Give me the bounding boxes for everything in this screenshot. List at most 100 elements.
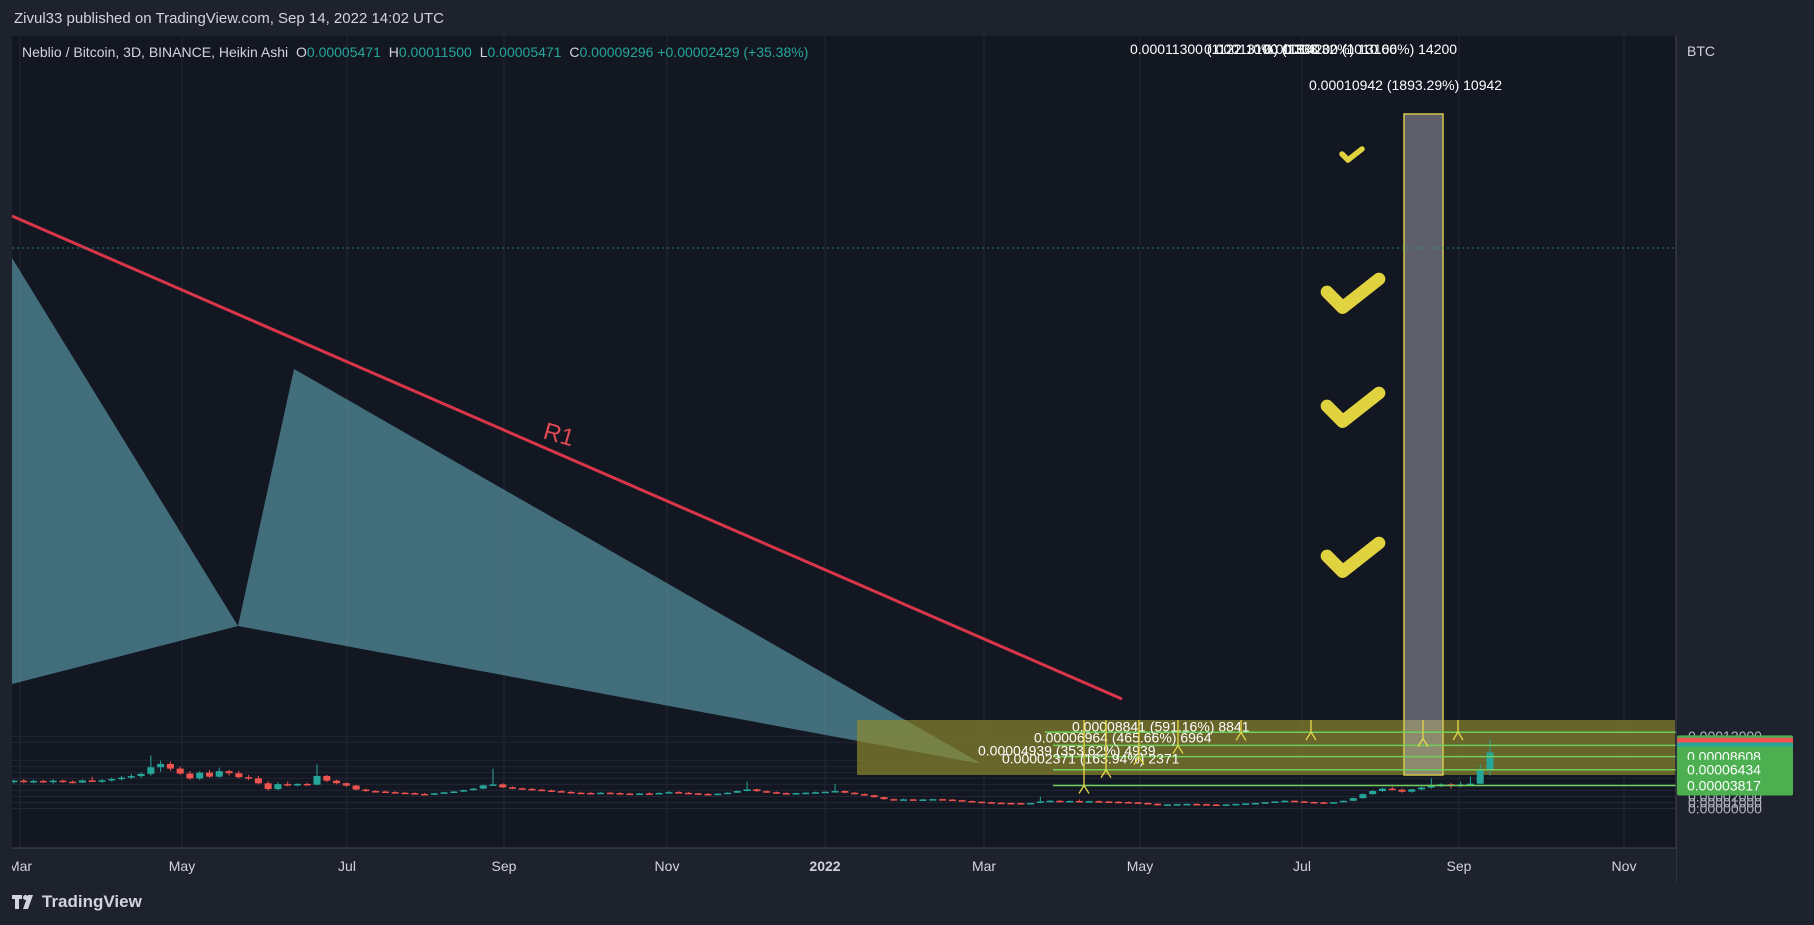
axis-currency-label: BTC — [1687, 43, 1715, 59]
candle-body — [39, 780, 47, 783]
candle-body — [333, 780, 341, 784]
measure-arrow-head — [1235, 731, 1247, 741]
candle-body — [968, 801, 976, 803]
top-bar: Zivul33 published on TradingView.com, Se… — [0, 0, 1814, 36]
candle-body — [1242, 803, 1250, 805]
candle-body — [909, 799, 917, 801]
top-annotation-label: 0.00011300 (1122.10%) 11300 — [1130, 41, 1320, 57]
candle-body — [342, 783, 350, 786]
target-level-label: 0.00008841 (591.16%) 8841 — [1072, 718, 1250, 734]
candle-body — [205, 772, 214, 777]
candle-body — [1154, 803, 1162, 806]
candle-body — [293, 783, 301, 786]
measure-arrow-head — [1452, 730, 1464, 741]
candle-body — [636, 793, 644, 795]
open-label: O — [296, 44, 307, 60]
candle-body — [743, 789, 751, 792]
candle-body — [489, 784, 497, 786]
r1-trendline[interactable] — [12, 214, 1123, 701]
candle-body — [899, 799, 908, 801]
wedge-left — [12, 258, 238, 684]
falling-wedge-drawing — [12, 258, 982, 764]
candle-body — [616, 793, 624, 795]
candle-body — [1427, 785, 1435, 788]
candle-body — [1036, 801, 1044, 803]
candle-body — [538, 789, 546, 792]
candle-body — [1398, 789, 1406, 792]
candle-body — [704, 793, 712, 796]
tradingview-footer[interactable]: TradingView — [12, 892, 142, 912]
candle-body — [1212, 804, 1220, 807]
x-tick-label: May — [1127, 858, 1153, 874]
candle-body — [684, 792, 692, 795]
candle-body — [851, 792, 859, 795]
candle-body — [430, 793, 438, 795]
wedge-right — [238, 369, 982, 764]
candle-body — [1124, 801, 1132, 804]
candle-body — [1408, 789, 1416, 792]
time-axis[interactable]: Mar May Jul Sep Nov 2022 Mar May Jul Sep Nov — [12, 858, 1636, 874]
candle-body — [421, 793, 429, 796]
x-tick-label: Jul — [1293, 858, 1311, 874]
candle-body — [1203, 804, 1211, 806]
candle-body — [1290, 800, 1299, 803]
candle-body — [733, 791, 741, 793]
x-tick-label: Nov — [655, 858, 680, 874]
y-tick-label: 0.00001000 — [1688, 794, 1762, 810]
candle-body — [753, 789, 761, 792]
candle-body — [323, 775, 331, 781]
candle-body — [919, 799, 927, 801]
candle-body — [1095, 801, 1103, 803]
candle-body — [391, 792, 399, 794]
high-label: H — [388, 44, 399, 60]
candle-body — [1115, 801, 1123, 804]
candle-body — [284, 784, 292, 786]
candle-body — [59, 780, 67, 783]
candle-body — [303, 783, 311, 786]
candle-body — [1466, 783, 1474, 786]
candle-body — [782, 793, 790, 795]
candle-body — [1330, 802, 1338, 804]
candle-body — [802, 792, 810, 795]
candle-body — [821, 791, 829, 794]
candle-body — [948, 799, 956, 802]
open-value: 0.00005471 — [306, 44, 381, 60]
candle-body — [1476, 769, 1484, 784]
candle-body — [1027, 802, 1035, 805]
candle-body — [499, 784, 507, 788]
check-mark-icon — [1339, 146, 1365, 163]
published-by-line: Zivul33 published on TradingView.com, Se… — [14, 10, 444, 27]
measure-arrow-head — [1305, 730, 1317, 741]
measure-arrow-head — [1100, 768, 1112, 779]
candle-body — [1486, 752, 1494, 770]
candle-body — [401, 792, 409, 795]
candle-body — [714, 793, 722, 796]
candle-body — [137, 773, 145, 777]
candle-body — [792, 793, 800, 795]
candle-body — [225, 771, 233, 774]
target-level-label: 0.00004939 (353.62%) 4939 — [978, 743, 1156, 759]
x-tick-label: Mar — [972, 858, 996, 874]
check-mark-icon — [1320, 386, 1386, 428]
candle-body — [645, 793, 653, 795]
candle-body — [1222, 804, 1230, 806]
candle-body — [127, 776, 135, 778]
candle-body — [166, 763, 174, 769]
candle-body — [274, 784, 282, 790]
candle-body — [1310, 801, 1318, 804]
candle-body — [352, 785, 360, 790]
candle-body — [812, 792, 820, 794]
check-marks — [1320, 146, 1386, 578]
candle-body — [1134, 802, 1142, 804]
accumulation-zone — [857, 720, 1675, 775]
candle-body — [108, 778, 116, 781]
candle-body — [1163, 804, 1171, 806]
candle-body — [1144, 802, 1152, 805]
candle-body — [665, 792, 673, 794]
candle-body — [518, 788, 526, 790]
symbol-legend[interactable]: Neblio / Bitcoin, 3D, BINANCE, Heikin As… — [22, 44, 808, 60]
candle-body — [890, 799, 898, 801]
candle-body — [1085, 801, 1093, 803]
symbol-name: Neblio / Bitcoin, 3D, BINANCE, Heikin As… — [22, 44, 289, 60]
